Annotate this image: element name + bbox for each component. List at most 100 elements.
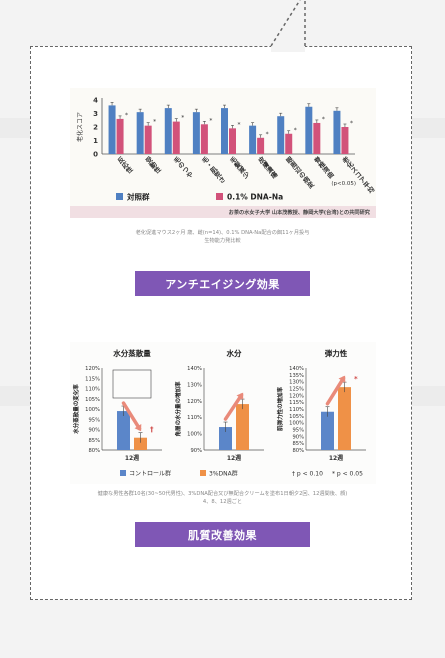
y-tick-label: 80%	[88, 448, 100, 454]
aging-caption: 老化促進マウス2ヶ月 歳、雌(n=14)、0.1% DNA-Na配合の餌11ヶ月…	[40, 229, 405, 245]
bar-dna	[144, 125, 152, 154]
legend-p005: * p < 0.05	[332, 471, 363, 478]
y-tick-label: 110%	[187, 415, 202, 421]
skin-effect-figure: 水分蒸散量 80% 85% 90% 95% 100% 105% 110% 115% 120% 水分蒸…	[70, 342, 376, 484]
credit-band	[70, 206, 376, 218]
panel-1: 水分蒸散量 80% 85% 90% 95% 100% 105% 110% 115% 120% 水分蒸…	[72, 348, 162, 462]
y-tick-label: 105%	[289, 414, 304, 420]
skin-improvement-label: 肌質改善効果	[135, 522, 310, 547]
significance-marker: *	[266, 131, 269, 138]
y-tick-label: 135%	[289, 373, 304, 379]
skin-caption: 健康な男性各群10名(30~50代男性)、3%DNA配合又び無配合クリームを塗布…	[40, 490, 405, 506]
panel-title: 水分	[227, 348, 242, 358]
bar-dna	[229, 128, 236, 154]
significance-note: (p<0.05)	[331, 181, 356, 187]
y-tick-label: 1	[93, 137, 98, 145]
y-tick-label: 110%	[85, 387, 100, 393]
y-tick-label: 80%	[292, 448, 304, 454]
y-tick-label: 110%	[289, 407, 304, 413]
bar-control	[219, 427, 232, 450]
y-tick-label: 4	[93, 97, 98, 105]
y-tick-label: 0	[93, 151, 98, 159]
skin-effect-charts: 水分蒸散量80%85%90%95%100%105%110%115%120%水分蒸…	[72, 348, 366, 478]
bar-control	[108, 105, 116, 154]
significance-marker: *	[125, 112, 128, 119]
skin-caption-line-2: 4、8、12週ごと	[202, 499, 243, 505]
y-tick-label: 125%	[289, 387, 304, 393]
bar-control	[277, 116, 285, 154]
trend-arrow-head	[236, 392, 244, 400]
legend-swatch-control	[116, 193, 123, 200]
bar-dna	[134, 437, 147, 450]
y-axis-label: 肌弾力性の増加率	[276, 387, 284, 433]
comparison-box	[112, 369, 152, 399]
significance-marker: *	[354, 375, 358, 383]
bar-dna	[200, 124, 208, 154]
y-tick-label: 95%	[292, 428, 304, 434]
legend-label-control: コントロール群	[129, 470, 171, 478]
y-tick-label: 100%	[289, 421, 304, 427]
trend-arrow-head	[134, 424, 142, 432]
skin-caption-line-1: 健康な男性各群10名(30~50代男性)、3%DNA配合又び無配合クリームを塗布…	[97, 491, 348, 497]
significance-marker: *	[350, 120, 353, 127]
y-tick-label: 90%	[88, 428, 100, 434]
x-tick-label: 12週	[125, 454, 139, 462]
significance-marker: *	[153, 119, 156, 126]
trend-arrow-head	[338, 375, 346, 383]
bar-control	[333, 110, 341, 154]
significance-marker: *	[181, 115, 184, 122]
y-tick-label: 120%	[187, 399, 202, 405]
legend-label-control: 対照群	[126, 192, 150, 202]
panel-title: 弾力性	[325, 348, 348, 358]
y-tick-label: 85%	[88, 438, 100, 444]
y-tick-label: 95%	[88, 417, 100, 423]
significance-marker: *	[322, 116, 325, 123]
y-tick-label: 120%	[85, 366, 100, 372]
panel-title: 水分蒸散量	[113, 348, 151, 358]
bar-control	[117, 411, 130, 450]
x-tick-label: 毛のつや	[170, 154, 195, 181]
y-axis-label: 角層の水分量の増加率	[174, 381, 182, 437]
legend-p010: † p < 0.10	[292, 471, 323, 478]
aging-score-chart: 0 1 2 3 4 老化スコア * 反応性 * 受動性 * 毛のつや * 毛・肌荒さ * 毛髪減少 * 皮膚潰瘍 *…	[70, 97, 377, 218]
x-tick-label: 老化スコア平均	[339, 154, 376, 197]
bar-control	[164, 108, 172, 154]
aging-caption-line-2: 生物能力発比較	[204, 238, 241, 244]
x-tick-label: 12週	[329, 454, 343, 462]
legend-swatch-control	[120, 470, 126, 476]
bar-dna	[313, 122, 321, 154]
bar-control	[249, 125, 257, 154]
significance-marker: †	[150, 426, 154, 434]
trend-arrow-shaft	[325, 376, 346, 406]
y-tick-label: 90%	[190, 448, 202, 454]
y-axis-label: 老化スコア	[76, 112, 84, 142]
y-tick-label: 115%	[289, 400, 304, 406]
y-tick-label: 140%	[187, 366, 202, 372]
legend-swatch-dna	[200, 470, 206, 476]
bar-control	[192, 112, 200, 154]
x-tick-label: 12週	[227, 454, 241, 462]
aging-caption-line-1: 老化促進マウス2ヶ月 歳、雌(n=14)、0.1% DNA-Na配合の餌11ヶ月…	[135, 230, 310, 236]
x-tick-label: 皮膚潰瘍	[255, 154, 280, 181]
bar-control	[305, 106, 313, 154]
trend-arrow-shaft	[223, 393, 244, 421]
bar-dna	[285, 133, 293, 154]
significance-marker: *	[209, 117, 212, 124]
speech-tail-gap	[271, 36, 305, 52]
y-tick-label: 120%	[289, 393, 304, 399]
y-tick-label: 85%	[292, 441, 304, 447]
y-tick-label: 2	[93, 124, 98, 132]
y-tick-label: 140%	[289, 366, 304, 372]
significance-marker: *	[294, 127, 297, 134]
x-tick-label: 毛髪減少	[227, 154, 252, 181]
legend-label-dna: 3%DNA群	[209, 470, 238, 478]
x-tick-label: 受動性	[142, 154, 162, 176]
x-tick-label: 毛・肌荒さ	[199, 154, 229, 187]
y-tick-label: 105%	[85, 397, 100, 403]
bar-dna	[116, 118, 124, 154]
anti-aging-label: アンチエイジング効果	[135, 271, 310, 296]
legend-swatch-dna	[216, 193, 223, 200]
panel-2: 水分 90% 100% 110% 120% 130% 140% 角層の水分量の増加率 12週	[174, 348, 264, 462]
y-tick-label: 3	[93, 110, 98, 118]
